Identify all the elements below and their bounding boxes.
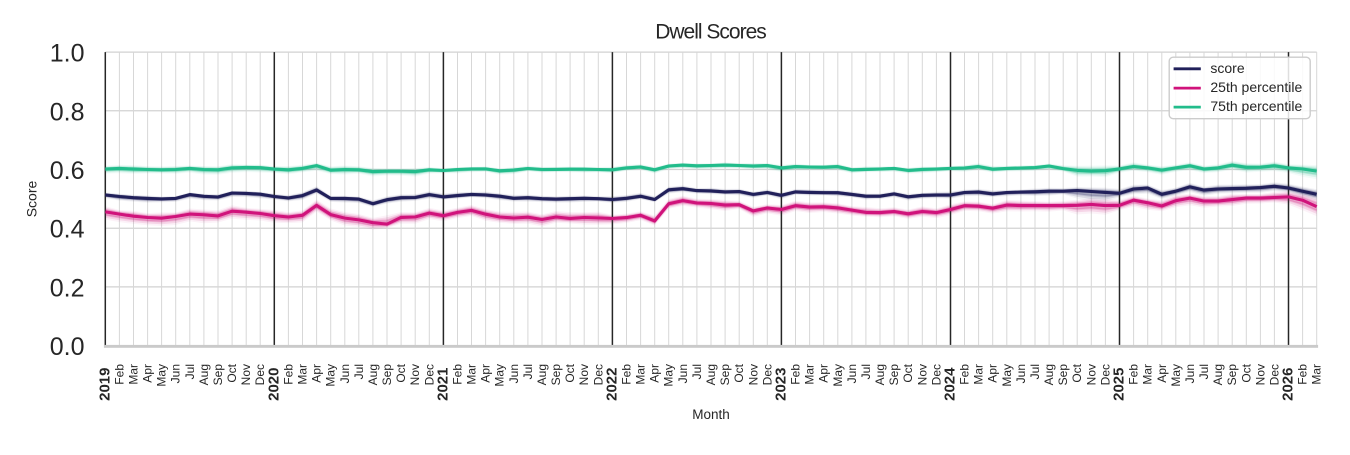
svg-text:May: May	[1000, 364, 1014, 387]
svg-text:Apr: Apr	[479, 364, 493, 383]
svg-text:Apr: Apr	[310, 364, 324, 383]
svg-text:Dwell Scores: Dwell Scores	[655, 21, 766, 44]
svg-text:Sep: Sep	[1225, 364, 1239, 386]
svg-text:Dec: Dec	[253, 364, 267, 385]
svg-text:Dec: Dec	[1267, 364, 1281, 385]
svg-text:Sep: Sep	[211, 364, 225, 386]
svg-text:May: May	[662, 364, 676, 387]
svg-text:2019: 2019	[97, 368, 114, 401]
svg-text:May: May	[155, 364, 169, 387]
svg-text:Jul: Jul	[521, 364, 535, 379]
svg-text:Feb: Feb	[112, 364, 126, 385]
svg-text:Aug: Aug	[873, 364, 887, 385]
svg-text:May: May	[1169, 364, 1183, 387]
svg-text:Feb: Feb	[451, 364, 465, 385]
svg-text:Oct: Oct	[394, 363, 408, 382]
svg-text:Jul: Jul	[859, 364, 873, 379]
svg-text:Jul: Jul	[1197, 364, 1211, 379]
svg-text:2023: 2023	[773, 368, 790, 401]
svg-text:Sep: Sep	[718, 364, 732, 386]
svg-text:Jul: Jul	[690, 364, 704, 379]
svg-text:Mar: Mar	[1310, 364, 1324, 385]
svg-text:Oct: Oct	[225, 363, 239, 382]
svg-text:Mar: Mar	[465, 364, 479, 385]
svg-text:1.0: 1.0	[50, 40, 85, 68]
svg-text:Aug: Aug	[1211, 364, 1225, 385]
svg-text:2021: 2021	[435, 368, 452, 401]
svg-text:Jun: Jun	[169, 364, 183, 383]
svg-text:Nov: Nov	[746, 364, 760, 385]
svg-text:Apr: Apr	[141, 364, 155, 383]
svg-text:Jun: Jun	[338, 364, 352, 383]
svg-text:25th percentile: 25th percentile	[1210, 79, 1302, 95]
svg-text:Aug: Aug	[366, 364, 380, 385]
svg-text:Dec: Dec	[760, 364, 774, 385]
svg-text:Aug: Aug	[197, 364, 211, 385]
svg-text:Sep: Sep	[549, 364, 563, 386]
svg-text:May: May	[493, 364, 507, 387]
svg-text:2026: 2026	[1280, 368, 1297, 401]
svg-text:Mar: Mar	[803, 364, 817, 385]
svg-text:Dec: Dec	[929, 364, 943, 385]
svg-text:Mar: Mar	[634, 364, 648, 385]
svg-text:Nov: Nov	[1084, 364, 1098, 385]
svg-text:Mar: Mar	[296, 364, 310, 385]
svg-text:Jul: Jul	[1028, 364, 1042, 379]
svg-text:Nov: Nov	[1253, 364, 1267, 385]
svg-text:Sep: Sep	[380, 364, 394, 386]
svg-text:Aug: Aug	[535, 364, 549, 385]
svg-text:Feb: Feb	[789, 364, 803, 385]
svg-text:Nov: Nov	[577, 364, 591, 385]
svg-text:Sep: Sep	[1056, 364, 1070, 386]
svg-text:Jun: Jun	[676, 364, 690, 383]
svg-text:Nov: Nov	[915, 364, 929, 385]
svg-text:Mar: Mar	[1141, 364, 1155, 385]
svg-text:2025: 2025	[1111, 368, 1128, 401]
svg-text:0.8: 0.8	[50, 98, 85, 126]
svg-text:score: score	[1210, 60, 1244, 76]
svg-text:Score: Score	[24, 181, 40, 218]
svg-text:2022: 2022	[604, 368, 621, 401]
svg-text:May: May	[324, 364, 338, 387]
svg-text:Dec: Dec	[1098, 364, 1112, 385]
svg-text:75th percentile: 75th percentile	[1210, 98, 1302, 114]
svg-text:Apr: Apr	[648, 364, 662, 383]
svg-text:Mar: Mar	[972, 364, 986, 385]
svg-text:Feb: Feb	[281, 364, 295, 385]
svg-text:Oct: Oct	[901, 363, 915, 382]
svg-text:2024: 2024	[942, 367, 959, 401]
svg-text:Apr: Apr	[817, 364, 831, 383]
svg-text:Oct: Oct	[1239, 363, 1253, 382]
svg-text:Aug: Aug	[704, 364, 718, 385]
svg-text:Apr: Apr	[1155, 364, 1169, 383]
svg-text:Oct: Oct	[1070, 363, 1084, 382]
svg-text:0.4: 0.4	[50, 216, 85, 244]
svg-text:Mar: Mar	[127, 364, 141, 385]
svg-text:Feb: Feb	[1127, 364, 1141, 385]
svg-text:Jul: Jul	[352, 364, 366, 379]
svg-text:Jun: Jun	[845, 364, 859, 383]
svg-text:0.2: 0.2	[50, 274, 85, 302]
svg-text:May: May	[831, 364, 845, 387]
svg-text:Nov: Nov	[239, 364, 253, 385]
svg-text:Month: Month	[692, 407, 730, 422]
svg-text:Feb: Feb	[1296, 364, 1310, 385]
svg-text:Nov: Nov	[408, 364, 422, 385]
svg-text:Jun: Jun	[1183, 364, 1197, 383]
svg-text:Oct: Oct	[563, 363, 577, 382]
svg-text:Dec: Dec	[422, 364, 436, 385]
svg-text:Feb: Feb	[958, 364, 972, 385]
svg-text:Feb: Feb	[620, 364, 634, 385]
svg-text:Sep: Sep	[887, 364, 901, 386]
svg-text:Jun: Jun	[507, 364, 521, 383]
svg-text:2020: 2020	[266, 368, 283, 401]
svg-text:Aug: Aug	[1042, 364, 1056, 385]
svg-text:Apr: Apr	[986, 364, 1000, 383]
svg-text:Jul: Jul	[183, 364, 197, 379]
svg-text:Dec: Dec	[591, 364, 605, 385]
svg-text:Jun: Jun	[1014, 364, 1028, 383]
svg-text:Oct: Oct	[732, 363, 746, 382]
svg-text:0.0: 0.0	[50, 333, 85, 361]
svg-text:0.6: 0.6	[50, 157, 85, 185]
